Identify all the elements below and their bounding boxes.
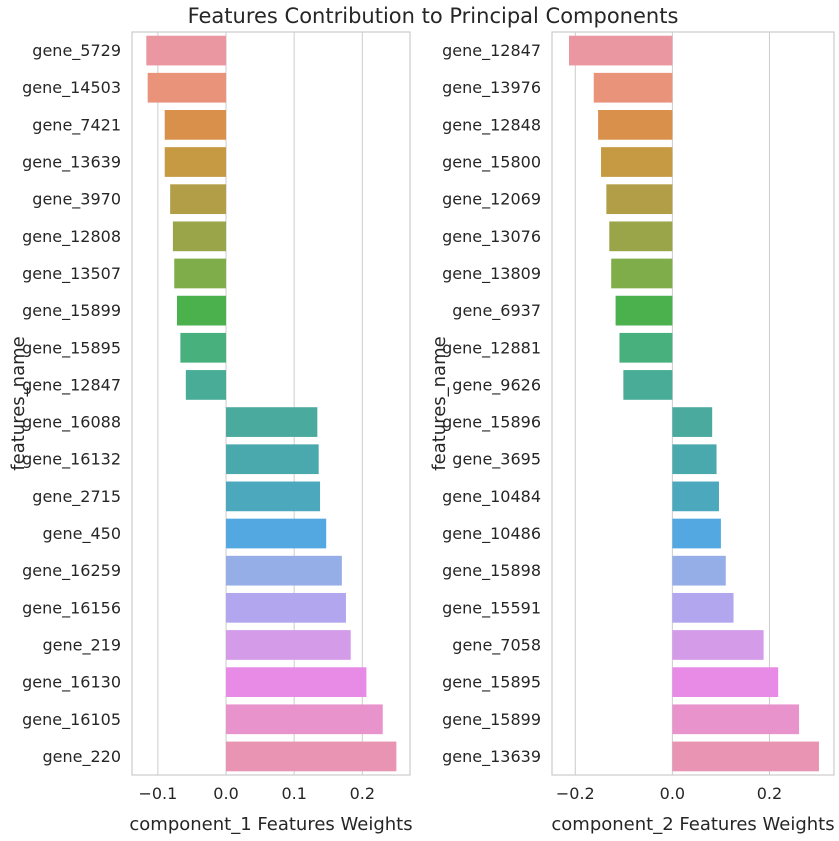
x-tick-label: 0.1	[281, 784, 306, 803]
y-tick-label: gene_10484	[442, 487, 541, 507]
y-axis-label: features_name	[8, 336, 29, 470]
bar-gene_12847	[568, 35, 673, 66]
chart-panel-component-1: gene_5729 gene_14503 gene_7421 gene_13639ge…	[8, 31, 413, 835]
y-tick-label: gene_14503	[22, 78, 121, 98]
y-tick-label: gene_16088	[22, 413, 121, 433]
y-tick-label: gene_450	[42, 524, 121, 544]
bar-gene_13976	[593, 72, 673, 103]
y-tick-label: gene_16156	[22, 598, 121, 618]
bar-gene_10484	[672, 481, 719, 512]
y-tick-label: gene_220	[42, 747, 121, 767]
bar-gene_13809	[611, 258, 673, 289]
bar-gene_6937	[615, 295, 673, 326]
y-tick-label: gene_13639	[442, 747, 541, 767]
bar-gene_16105	[226, 704, 383, 735]
x-tick-label: 0.2	[757, 784, 782, 803]
y-tick-label: gene_13507	[22, 264, 121, 284]
y-tick-label: gene_12069	[442, 190, 541, 210]
bar-gene_220	[226, 741, 397, 772]
bar-gene_219	[226, 630, 351, 660]
y-tick-label: gene_15800	[442, 153, 541, 173]
y-tick-label: gene_3970	[32, 190, 121, 210]
y-tick-label: gene_16130	[22, 673, 121, 693]
bar-gene_5729	[146, 35, 227, 66]
y-tick-label: gene_13809	[442, 264, 541, 284]
bar-gene_13507	[174, 258, 227, 289]
bar-gene_15895	[672, 667, 779, 697]
bar-gene_16088	[226, 407, 318, 437]
bar-gene_450	[226, 518, 327, 549]
bar-gene_2715	[226, 481, 321, 512]
bar-gene_15895	[180, 332, 227, 363]
bar-gene_16132	[226, 444, 319, 475]
bar-gene_10486	[672, 518, 721, 549]
y-tick-label: gene_16132	[22, 450, 121, 470]
chart-panel-component-2: gene_12847 gene_13976 gene_12848 gene_15800…	[429, 31, 835, 835]
x-tick-label: 0.0	[213, 784, 238, 803]
y-tick-label: gene_15895	[442, 673, 541, 693]
y-tick-label: gene_12848	[442, 115, 541, 135]
y-tick-label: gene_5729	[32, 41, 121, 61]
y-tick-label: gene_7058	[452, 635, 541, 655]
y-tick-label: gene_12847	[22, 375, 121, 395]
bar-gene_15899	[672, 704, 800, 735]
bar-gene_13639	[164, 147, 227, 177]
y-tick-label: gene_13076	[442, 227, 541, 247]
bar-gene_15591	[672, 592, 734, 623]
bar-gene_14503	[147, 72, 227, 103]
bar-gene_15896	[672, 407, 713, 437]
y-tick-label: gene_13639	[22, 153, 121, 173]
y-tick-label: gene_9626	[452, 375, 541, 395]
y-tick-label: gene_13976	[442, 78, 541, 98]
x-tick-label: −0.2	[556, 784, 595, 803]
y-tick-label: gene_15896	[442, 413, 541, 433]
bar-gene_12069	[606, 184, 673, 215]
bar-gene_12881	[619, 332, 673, 363]
axes-frame	[551, 31, 835, 776]
x-tick-label: 0.2	[350, 784, 375, 803]
bar-gene_12808	[172, 221, 227, 252]
bar-gene_16130	[226, 667, 367, 697]
y-tick-label: gene_2715	[32, 487, 121, 507]
y-tick-label: gene_12808	[22, 227, 121, 247]
bar-gene_15898	[672, 555, 726, 586]
x-tick-label: 0.0	[660, 784, 685, 803]
y-tick-label: gene_16259	[22, 561, 121, 581]
y-tick-label: gene_12847	[442, 41, 541, 61]
bar-gene_13076	[609, 221, 673, 252]
y-tick-label: gene_6937	[452, 301, 541, 321]
bar-gene_13639	[672, 741, 819, 772]
y-tick-label: gene_219	[42, 635, 121, 655]
y-tick-label: gene_15895	[22, 338, 121, 358]
y-tick-label: gene_16105	[22, 710, 121, 730]
y-tick-label: gene_12881	[442, 338, 541, 358]
bar-gene_15800	[601, 147, 673, 177]
bar-gene_3970	[170, 184, 227, 215]
bar-gene_16156	[226, 592, 346, 623]
bar-gene_16259	[226, 555, 342, 586]
y-tick-label: gene_15591	[442, 598, 541, 618]
y-tick-label: gene_10486	[442, 524, 541, 544]
y-tick-label: gene_15899	[22, 301, 121, 321]
y-tick-label: gene_15899	[442, 710, 541, 730]
figure-title: Features Contribution to Principal Compo…	[188, 4, 679, 28]
bar-gene_15899	[176, 295, 227, 326]
bar-gene_7421	[164, 110, 227, 140]
y-tick-label: gene_15898	[442, 561, 541, 581]
axes-frame	[131, 31, 411, 776]
bar-gene_12847	[185, 370, 227, 400]
y-tick-label: gene_3695	[452, 450, 541, 470]
bar-gene_12848	[598, 110, 673, 140]
bar-gene_3695	[672, 444, 717, 475]
y-axis-label: features_name	[429, 336, 450, 470]
x-axis-label: component_2 Features Weights	[551, 814, 834, 835]
x-axis-label: component_1 Features Weights	[129, 814, 412, 835]
y-tick-label: gene_7421	[32, 115, 121, 135]
bar-gene_7058	[672, 630, 764, 660]
bar-gene_9626	[623, 370, 673, 400]
x-tick-label: −0.1	[138, 784, 177, 803]
